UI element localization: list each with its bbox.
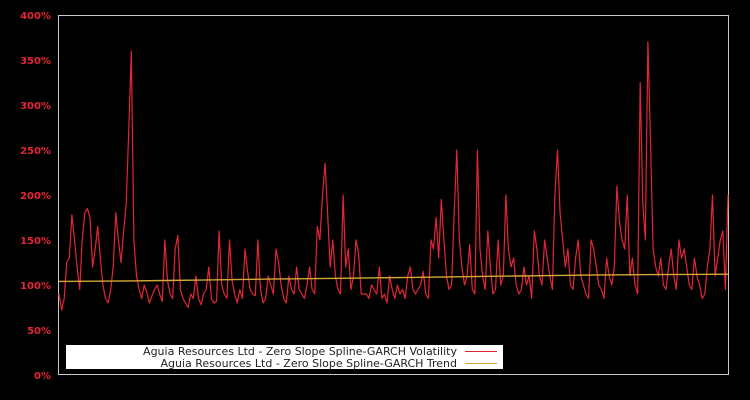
y-tick-label: 0% xyxy=(34,371,51,382)
trend-line xyxy=(58,273,729,283)
plot-frame xyxy=(58,15,729,375)
legend-box xyxy=(66,345,503,369)
y-tick-label: 50% xyxy=(27,326,51,337)
y-tick-label: 400% xyxy=(20,11,51,22)
y-axis: 0% 50% 100% 150% 200% 250% 300% 350% 400% xyxy=(20,11,51,382)
y-tick-label: 150% xyxy=(20,236,51,247)
y-tick-label: 100% xyxy=(20,281,51,292)
legend-label-volatility: Aguia Resources Ltd - Zero Slope Spline-… xyxy=(143,345,457,358)
volatility-line xyxy=(58,41,729,311)
y-tick-label: 300% xyxy=(20,101,51,112)
legend: Aguia Resources Ltd - Zero Slope Spline-… xyxy=(66,345,503,370)
y-tick-label: 200% xyxy=(20,191,51,202)
y-tick-label: 250% xyxy=(20,146,51,157)
y-tick-label: 350% xyxy=(20,56,51,67)
legend-label-trend: Aguia Resources Ltd - Zero Slope Spline-… xyxy=(160,357,457,370)
series-layer xyxy=(58,41,729,311)
